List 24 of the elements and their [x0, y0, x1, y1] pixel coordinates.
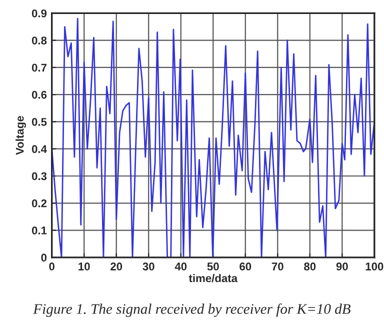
y-tick-label: 0 [41, 254, 47, 262]
y-tick-label: 0.4 [32, 145, 47, 153]
x-tick-label: 0 [49, 262, 54, 270]
x-tick-label: 80 [304, 262, 316, 270]
y-tick-label: 0.8 [32, 36, 47, 44]
x-tick-label: 40 [174, 262, 187, 270]
x-axis-title: time/data [188, 274, 238, 282]
x-tick-label: 100 [366, 262, 384, 270]
y-tick-label: 0.2 [32, 199, 47, 208]
y-tick-label: 0.7 [32, 64, 46, 72]
x-tick-label: 60 [240, 262, 252, 270]
x-tick-label: 30 [142, 262, 154, 270]
x-tick-label: 20 [110, 262, 122, 270]
x-tick-label: 90 [336, 262, 348, 270]
y-tick-label: 0.3 [32, 172, 47, 180]
caption: Figure 1. The signal received by receiver for K=10 dB [33, 303, 350, 317]
x-tick-label: 10 [78, 262, 90, 270]
x-tick-label: 50 [207, 262, 219, 270]
y-tick-label: 0.9 [32, 9, 47, 18]
y-tick-label: 0.6 [32, 90, 47, 99]
y-tick-label: 0.5 [32, 118, 47, 126]
y-axis-title: Voltage [16, 116, 26, 155]
y-tick-label: 0.1 [32, 226, 47, 234]
x-tick-label: 70 [272, 262, 284, 270]
